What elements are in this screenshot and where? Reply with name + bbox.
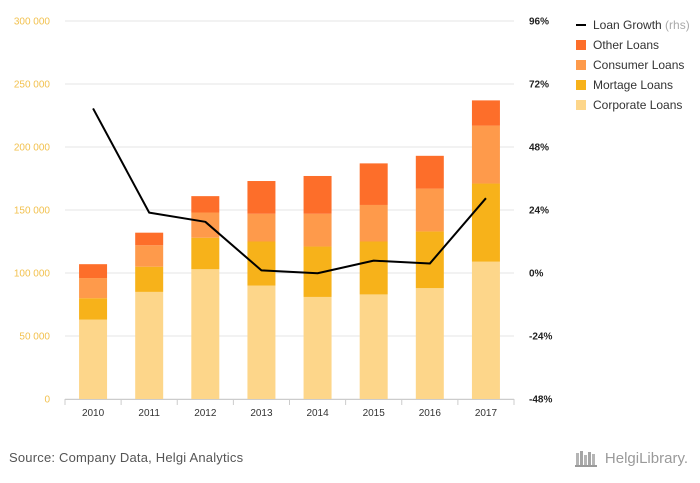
bar-segment bbox=[415, 288, 444, 399]
left-tick-label: 250 000 bbox=[14, 80, 51, 91]
bar-series bbox=[79, 100, 500, 399]
right-tick-label: 24% bbox=[529, 206, 549, 217]
x-tick-label: 2011 bbox=[138, 408, 160, 419]
right-tick-label: 48% bbox=[529, 143, 549, 154]
bar-segment bbox=[135, 266, 164, 292]
bar-segment bbox=[79, 278, 108, 299]
bar-segment bbox=[191, 196, 220, 213]
left-tick-label: 200 000 bbox=[14, 143, 51, 154]
legend-swatch bbox=[576, 40, 586, 50]
x-tick-label: 2016 bbox=[419, 408, 442, 419]
bar-segment bbox=[471, 100, 500, 126]
legend-label: Other Loans bbox=[593, 38, 659, 52]
helgi-library-logo[interactable]: HelgiLibrary. bbox=[574, 449, 688, 467]
legend-label: Mortage Loans bbox=[593, 78, 673, 92]
bar-segment bbox=[359, 241, 388, 295]
x-tick-label: 2013 bbox=[250, 408, 273, 419]
legend-suffix: (rhs) bbox=[665, 18, 690, 32]
bar-segment bbox=[79, 319, 108, 399]
legend: Loan Growth (rhs) Other Loans Consumer Loa… bbox=[576, 18, 690, 112]
right-tick-label: -48% bbox=[529, 395, 552, 406]
right-tick-label: 96% bbox=[529, 17, 549, 28]
x-tick-label: 2017 bbox=[475, 408, 498, 419]
bar-segment bbox=[359, 204, 388, 242]
right-axis-ticks: -48% -24% 0% 24% 48% 72% 96% bbox=[529, 17, 552, 406]
bar-segment bbox=[247, 213, 276, 242]
legend-swatch bbox=[576, 80, 586, 90]
loan-growth-polyline bbox=[92, 107, 487, 275]
logo-text: HelgiLibrary. bbox=[604, 449, 688, 467]
left-tick-label: 300 000 bbox=[14, 17, 51, 28]
bar-segment bbox=[191, 269, 220, 399]
bar-segment bbox=[79, 264, 108, 279]
right-tick-label: 72% bbox=[529, 80, 549, 91]
legend-label: Consumer Loans bbox=[593, 58, 684, 72]
bar-segment bbox=[79, 298, 108, 320]
left-tick-label: 50 000 bbox=[19, 332, 50, 343]
bar-segment bbox=[471, 125, 500, 184]
bar-segment bbox=[415, 231, 444, 289]
bar-segment bbox=[135, 291, 164, 399]
legend-label: Corporate Loans bbox=[593, 98, 682, 112]
bar-segment bbox=[415, 155, 444, 189]
left-tick-label: 100 000 bbox=[14, 269, 51, 280]
right-tick-label: -24% bbox=[529, 332, 552, 343]
bar-segment bbox=[303, 296, 332, 399]
left-tick-label: 150 000 bbox=[14, 206, 51, 217]
legend-swatch bbox=[576, 60, 586, 70]
grid-lines bbox=[65, 20, 514, 400]
x-tick-label: 2012 bbox=[194, 408, 217, 419]
bar-segment bbox=[359, 163, 388, 205]
bar-segment bbox=[415, 188, 444, 232]
bar-segment bbox=[359, 294, 388, 399]
legend-label: Loan Growth (rhs) bbox=[593, 18, 690, 32]
source-note: Source: Company Data, Helgi Analytics bbox=[9, 450, 244, 465]
legend-swatch bbox=[576, 100, 586, 110]
bar-segment bbox=[471, 261, 500, 399]
bar-segment bbox=[191, 237, 220, 270]
bar-segment bbox=[191, 212, 220, 238]
loan-growth-line bbox=[92, 107, 487, 275]
bar-segment bbox=[247, 285, 276, 399]
right-tick-label: 0% bbox=[529, 269, 544, 280]
bookshelf-icon bbox=[574, 451, 597, 467]
x-tick-label: 2015 bbox=[363, 408, 386, 419]
bar-segment bbox=[247, 241, 276, 286]
left-axis-ticks: 0 50 000 100 000 150 000 200 000 250 000 300 0… bbox=[14, 17, 51, 406]
bar-segment bbox=[135, 232, 164, 246]
bar-segment bbox=[247, 181, 276, 214]
bar-segment bbox=[471, 183, 500, 262]
bar-segment bbox=[135, 245, 164, 267]
x-tick-label: 2014 bbox=[306, 408, 329, 419]
x-tick-label: 2010 bbox=[82, 408, 105, 419]
left-tick-label: 0 bbox=[44, 395, 50, 406]
x-axis: 2010 2011 2012 2013 2014 2015 2016 2017 bbox=[64, 399, 515, 419]
bar-segment bbox=[303, 175, 332, 214]
bar-segment bbox=[303, 213, 332, 247]
